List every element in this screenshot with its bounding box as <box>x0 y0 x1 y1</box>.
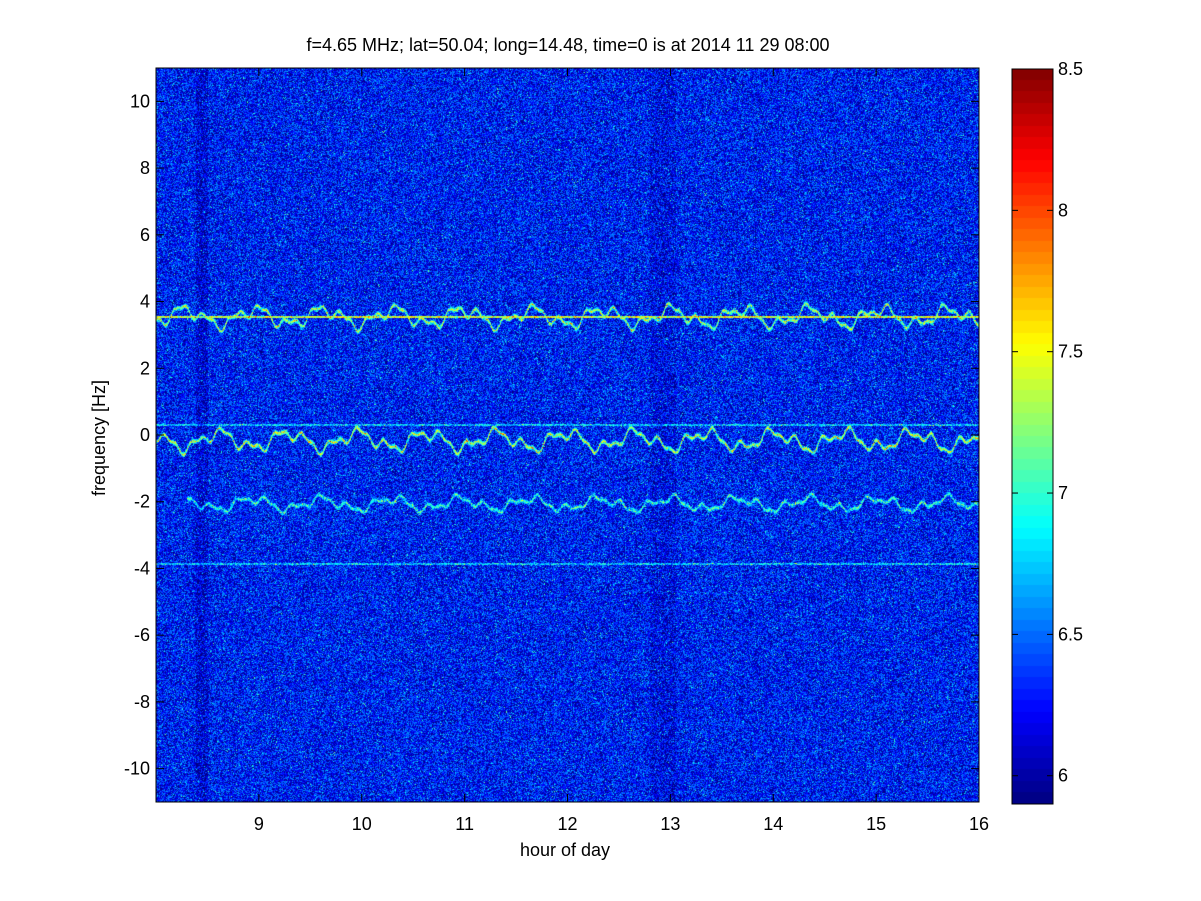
y-tick-label: -6 <box>134 625 150 645</box>
spectrogram-heatmap <box>156 68 979 802</box>
x-tick-label: 15 <box>866 814 886 834</box>
colorbar-gradient <box>1012 69 1053 804</box>
x-tick-label: 13 <box>660 814 680 834</box>
x-axis-label: hour of day <box>520 840 610 860</box>
x-tick-label: 11 <box>455 814 474 834</box>
colorbar-tick-label: 6 <box>1058 766 1068 786</box>
colorbar-frame <box>1011 68 1054 805</box>
colorbar: 6 6.5 7 7.5 8 8.5 <box>1011 59 1083 805</box>
colorbar-tick-label: 6.5 <box>1058 624 1083 644</box>
heatmap-container <box>156 68 979 802</box>
plot-area <box>155 67 980 803</box>
y-tick-label: 10 <box>130 91 150 111</box>
x-tick-label: 9 <box>254 814 264 834</box>
x-tick-label: 12 <box>557 814 577 834</box>
y-axis: 10 8 6 4 2 0 -2 -4 -6 -8 -10 <box>124 91 979 779</box>
y-tick-label: 8 <box>140 158 150 178</box>
colorbar-tick-label: 7 <box>1058 483 1068 503</box>
colorbar-tick-label: 8 <box>1058 200 1068 220</box>
colorbar-tick-label: 7.5 <box>1058 342 1083 362</box>
y-tick-label: -8 <box>134 692 150 712</box>
x-tick-label: 10 <box>352 814 372 834</box>
y-tick-label: -4 <box>134 558 150 578</box>
colorbar-container <box>1012 69 1053 804</box>
colorbar-ticks: 6 6.5 7 7.5 8 8.5 <box>1012 59 1083 786</box>
y-tick-label: 6 <box>140 225 150 245</box>
x-tick-label: 16 <box>969 814 989 834</box>
y-axis-label: frequency [Hz] <box>89 380 109 496</box>
x-tick-label: 14 <box>763 814 783 834</box>
y-tick-label: 0 <box>140 425 150 445</box>
chart-title: f=4.65 MHz; lat=50.04; long=14.48, time=… <box>306 35 829 55</box>
x-axis: 9 10 11 12 13 14 15 16 <box>254 68 989 834</box>
y-tick-label: 4 <box>140 292 150 312</box>
colorbar-tick-label: 8.5 <box>1058 59 1083 79</box>
y-tick-label: -2 <box>134 492 150 512</box>
y-tick-label: 2 <box>140 358 150 378</box>
y-tick-label: -10 <box>124 759 150 779</box>
